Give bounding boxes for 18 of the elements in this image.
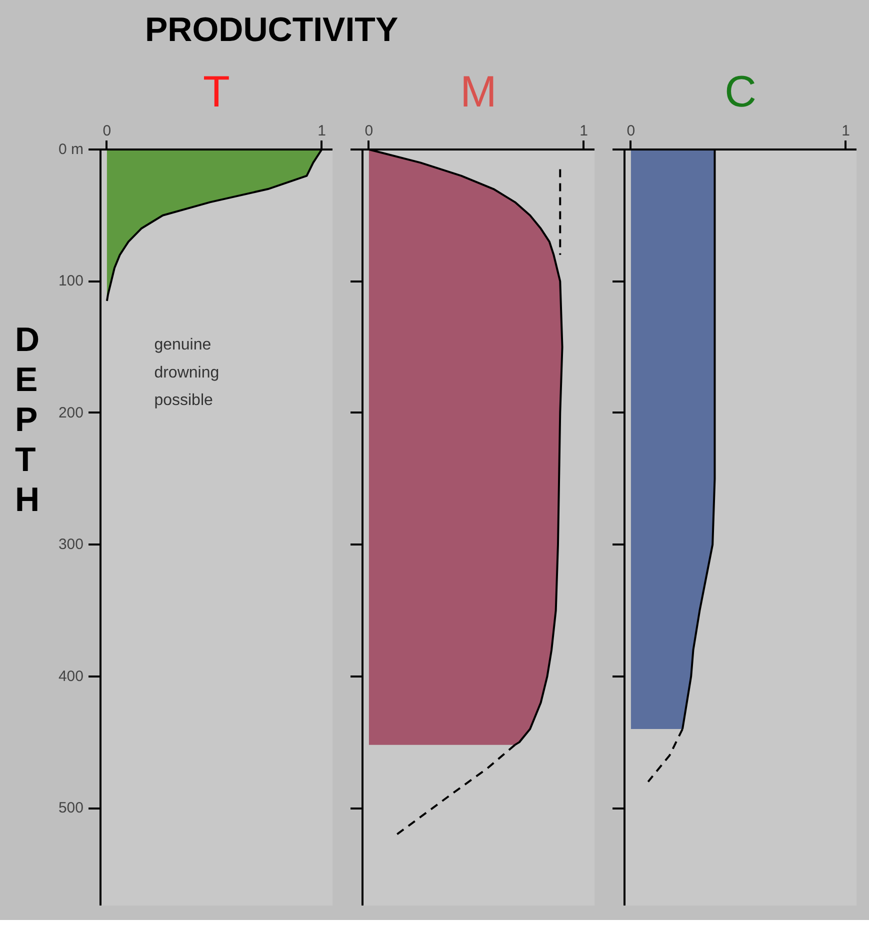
y-tick-label: 100 — [58, 272, 84, 290]
y-tick-label: 500 — [58, 800, 84, 817]
y-axis-title: DEPTH — [15, 320, 40, 520]
annotation: genuine drowning possible — [154, 336, 220, 409]
y-tick-label: 0 m — [58, 141, 84, 158]
x-tick-label: 0 — [102, 122, 112, 140]
x-tick-label: 0 — [364, 122, 374, 140]
chart-title: T — [203, 68, 230, 116]
chart-title: C — [724, 68, 756, 116]
x-axis-title: PRODUCTIVITY — [145, 10, 398, 51]
x-tick-label: 1 — [580, 122, 588, 140]
y-tick-label: 200 — [58, 404, 84, 422]
chart-title: M — [460, 68, 497, 116]
x-tick-label: 1 — [318, 122, 326, 140]
x-tick-label: 1 — [842, 122, 850, 140]
y-tick-label: 400 — [58, 668, 84, 685]
y-tick-label: 300 — [58, 536, 84, 554]
x-tick-label: 0 — [626, 122, 636, 140]
